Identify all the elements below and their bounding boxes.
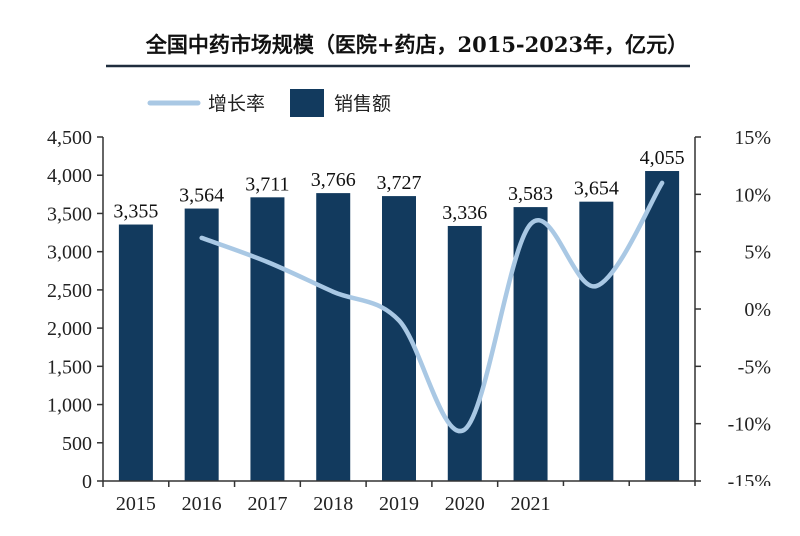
- y-left-tick-label: 2,500: [47, 280, 92, 302]
- x-tick-label-2015: 2015: [116, 493, 156, 515]
- y-left-tick-label: 1,500: [47, 356, 92, 378]
- legend: 增长率 销售额: [147, 89, 391, 117]
- y-left-tick-label: 0: [82, 471, 92, 493]
- legend-label-bar: 销售额: [334, 93, 391, 115]
- bar-label-2015: 3,355: [113, 201, 158, 223]
- bar-label-2016: 3,564: [179, 185, 224, 207]
- bar-label-2018: 3,766: [311, 169, 356, 191]
- bar-label-2020: 3,336: [442, 202, 487, 224]
- bar-2016: [184, 208, 219, 481]
- legend-label-line: 增长率: [208, 93, 265, 115]
- bar-2020: [447, 225, 482, 481]
- y-right-tick-label: 0%: [744, 299, 771, 321]
- y-right-axis: -15%-10%-5%0%5%10%15%: [695, 127, 771, 493]
- bar-labels-group: 3,355 3,564 3,711 3,766 3,727 3,336 3,583 3,654…: [113, 147, 684, 224]
- bar-label-2023: 4,055: [640, 147, 685, 169]
- bar-label-2019: 3,727: [377, 172, 422, 194]
- y-left-tick-label: 4,000: [47, 165, 92, 187]
- bar-2022: [579, 201, 614, 481]
- bar-label-2022: 3,654: [574, 178, 619, 200]
- y-right-tick-label: 15%: [734, 127, 771, 149]
- bar-2015: [118, 224, 153, 482]
- bar-label-2017: 3,711: [245, 173, 289, 195]
- x-tick-label-2017: 2017: [247, 493, 287, 515]
- x-tick-label-2020: 2020: [445, 493, 485, 515]
- y-left-tick-label: 4,500: [47, 127, 92, 149]
- watermark-overlay: [560, 486, 800, 536]
- x-tick-label-2016: 2016: [182, 493, 222, 515]
- y-right-tick-label: -5%: [738, 356, 771, 378]
- bar-2018: [316, 193, 351, 481]
- x-tick-label-2021: 2021: [511, 493, 551, 515]
- bars-group: [118, 171, 680, 482]
- x-tick-label-2019: 2019: [379, 493, 419, 515]
- y-left-axis: 0 500 1,000 1,500 2,000 2,500 3,000 3,500 4,000 4…: [47, 127, 103, 493]
- y-left-tick-label: 1,000: [47, 395, 92, 417]
- x-tick-label-2018: 2018: [313, 493, 353, 515]
- growth-line-group: [199, 180, 665, 434]
- y-right-tick-label: -10%: [728, 414, 771, 436]
- bar-label-2021: 3,583: [508, 183, 553, 205]
- y-left-tick-label: 3,500: [47, 203, 92, 225]
- y-left-tick-label: 500: [62, 433, 92, 455]
- y-left-tick-label: 3,000: [47, 242, 92, 264]
- chart-title: 全国中药市场规模（医院+药店，2015-2023年，亿元）: [145, 32, 688, 57]
- x-axis: 2015 2016 2017 2018 2019 2020 2021: [102, 481, 696, 515]
- y-right-tick-label: 10%: [734, 184, 771, 206]
- legend-swatch-bar: [290, 89, 324, 117]
- bar-2017: [250, 197, 285, 481]
- bar-2023: [645, 171, 680, 482]
- y-right-tick-label: 5%: [744, 242, 771, 264]
- y-left-tick-label: 2,000: [47, 318, 92, 340]
